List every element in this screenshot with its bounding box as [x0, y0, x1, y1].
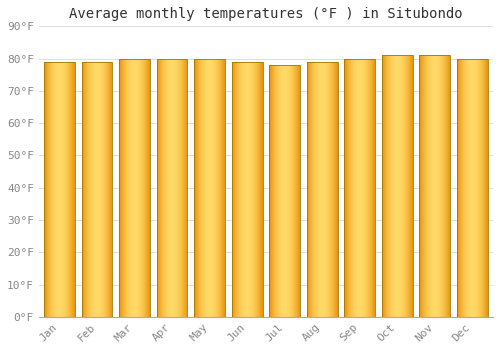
- Bar: [307, 62, 338, 317]
- Bar: [156, 58, 188, 317]
- Bar: [82, 62, 112, 317]
- Bar: [44, 62, 75, 317]
- Bar: [119, 58, 150, 317]
- Bar: [232, 62, 262, 317]
- Title: Average monthly temperatures (°F ) in Situbondo: Average monthly temperatures (°F ) in Si…: [69, 7, 462, 21]
- Bar: [270, 65, 300, 317]
- Bar: [382, 55, 412, 317]
- Bar: [420, 55, 450, 317]
- Bar: [344, 58, 375, 317]
- Bar: [457, 58, 488, 317]
- Bar: [194, 58, 225, 317]
